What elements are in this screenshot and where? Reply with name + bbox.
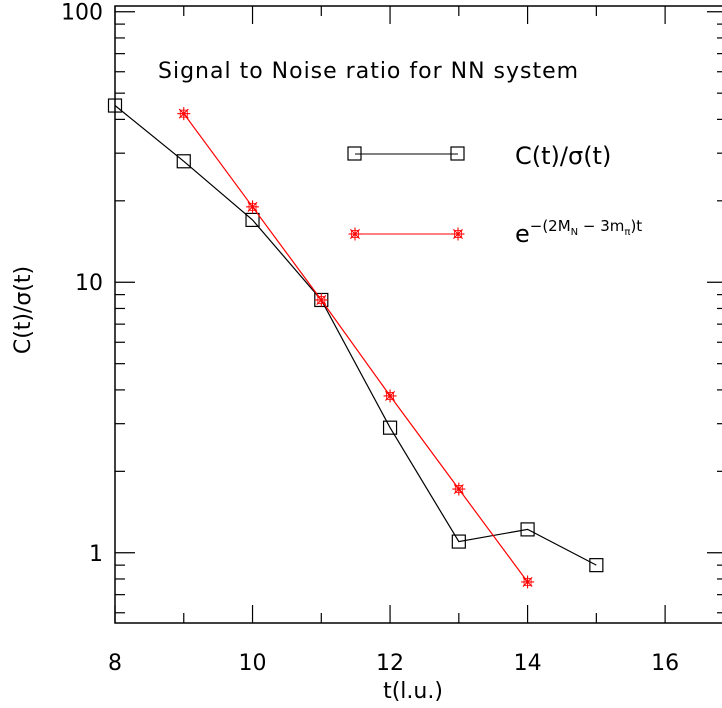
x-tick-label: 14 — [514, 651, 542, 676]
y-tick-label: 10 — [75, 271, 103, 296]
series-line-0 — [115, 106, 596, 566]
series-layer — [109, 99, 603, 588]
legend-exp-suffix: )t — [630, 217, 642, 235]
x-tick-label: 10 — [239, 651, 267, 676]
legend: C(t)/σ(t) e−(2MN − 3mπ)t — [348, 142, 642, 248]
legend-marker-exp-left — [349, 228, 362, 241]
legend-label-signal: C(t)/σ(t) — [515, 142, 611, 170]
y-axis-label: C(t)/σ(t) — [11, 266, 36, 354]
data-point-asterisk — [384, 389, 397, 402]
x-tick-label: 12 — [376, 651, 404, 676]
plot-frame — [115, 6, 722, 623]
legend-exp-mid: − 3m — [578, 217, 624, 235]
legend-marker-exp-right — [452, 228, 465, 241]
tick-labels: 8 10 12 14 16 1 10 100 — [61, 1, 679, 676]
y-tick-label: 100 — [61, 1, 103, 26]
x-axis-label: t(l.u.) — [383, 679, 443, 704]
data-point-asterisk — [177, 107, 190, 120]
legend-exp-sub1: N — [571, 227, 578, 238]
legend-exp-prefix: −(2M — [530, 217, 571, 235]
x-tick-label: 16 — [651, 651, 679, 676]
ticks — [115, 6, 722, 623]
data-point-asterisk — [521, 575, 534, 588]
data-point-asterisk — [246, 200, 259, 213]
data-point-asterisk — [452, 483, 465, 496]
series-line-1 — [184, 114, 528, 582]
y-tick-label: 1 — [89, 542, 103, 567]
x-tick-label: 8 — [108, 651, 122, 676]
chart-title: Signal to Noise ratio for NN system — [158, 59, 579, 84]
data-point-asterisk — [315, 293, 328, 306]
data-point-square — [590, 559, 603, 572]
legend-label-exp: e−(2MN − 3mπ)t — [515, 217, 642, 248]
legend-exp-base: e — [515, 220, 530, 248]
